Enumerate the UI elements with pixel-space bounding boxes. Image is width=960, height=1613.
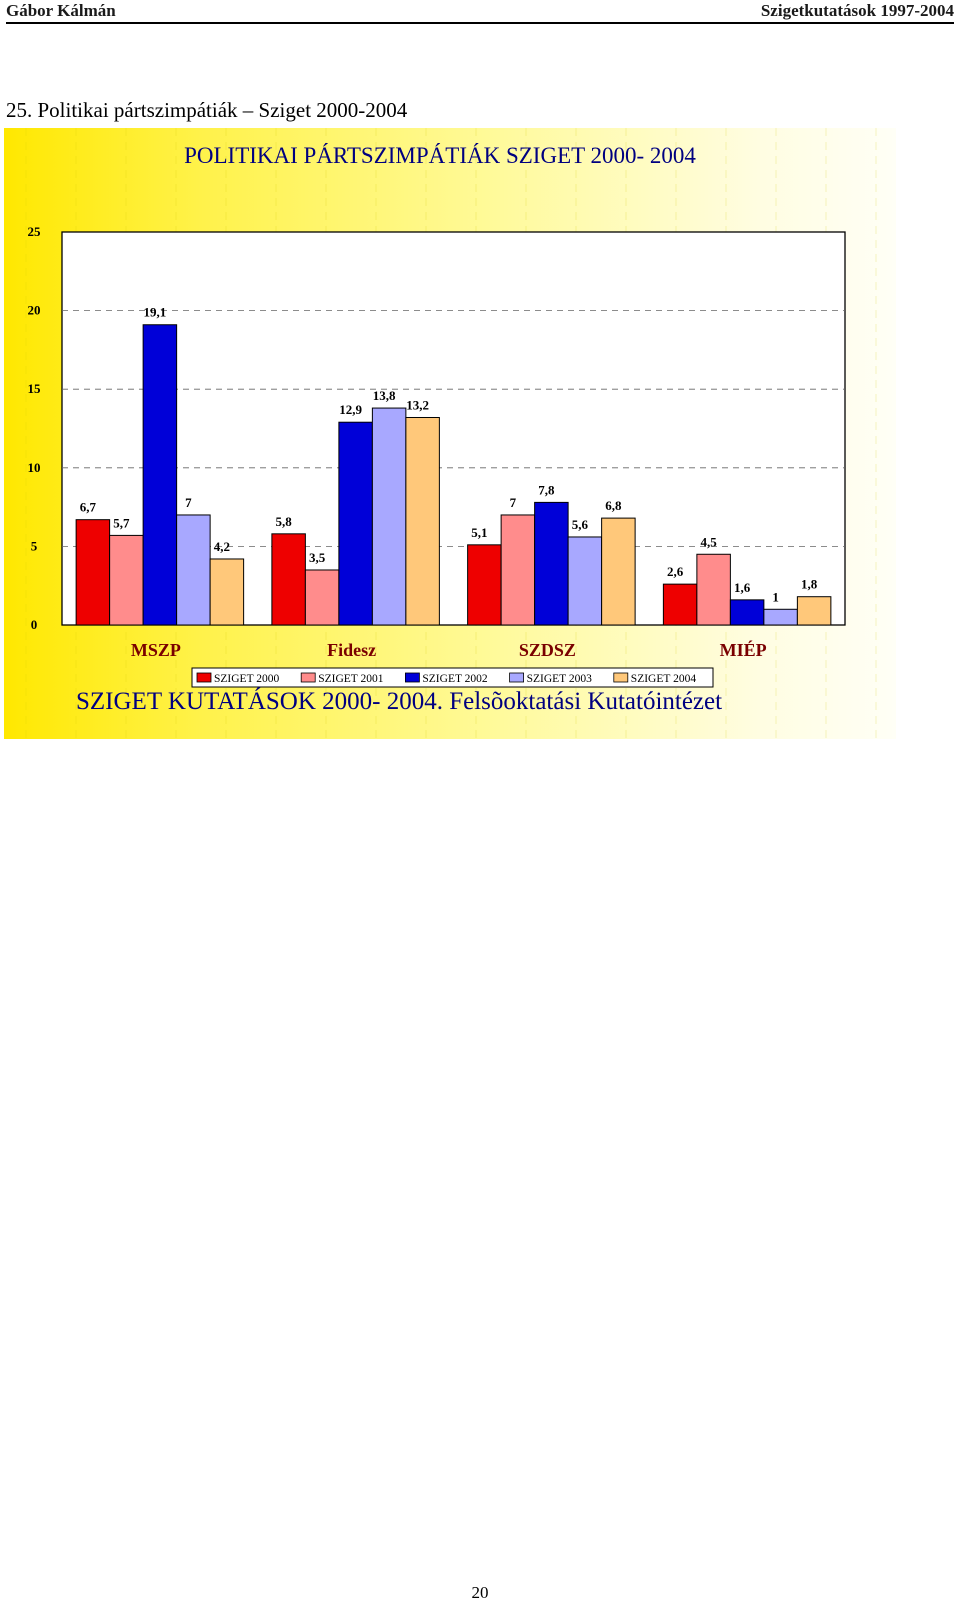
legend-swatch bbox=[300, 672, 316, 683]
bar-miép-1 bbox=[696, 553, 731, 626]
bar-mszp-1 bbox=[109, 534, 144, 626]
bar-szdsz-2 bbox=[534, 501, 569, 626]
chart-footer: SZIGET KUTATÁSOK 2000- 2004. Felsõoktatá… bbox=[76, 687, 722, 715]
category-label: Fidesz bbox=[327, 640, 376, 660]
data-label: 13,2 bbox=[406, 397, 429, 412]
data-label: 6,8 bbox=[605, 498, 622, 513]
data-label: 7 bbox=[185, 495, 192, 510]
section-title: 25. Politikai pártszimpátiák – Sziget 20… bbox=[6, 98, 408, 122]
y-tick-label: 25 bbox=[28, 224, 42, 239]
category-label: MSZP bbox=[131, 640, 181, 660]
data-label: 2,6 bbox=[667, 564, 684, 579]
bar-fidesz-3 bbox=[371, 407, 407, 626]
data-label: 13,8 bbox=[373, 388, 396, 403]
bar-mszp-3 bbox=[176, 514, 211, 626]
legend-swatch bbox=[613, 672, 629, 683]
legend-label: SZIGET 2001 bbox=[318, 673, 384, 685]
y-tick-label: 15 bbox=[28, 381, 42, 396]
data-label: 1,6 bbox=[734, 580, 751, 595]
bar-miép-0 bbox=[662, 583, 698, 626]
bar-fidesz-0 bbox=[271, 533, 306, 626]
data-label: 19,1 bbox=[144, 305, 167, 320]
category-label: SZDSZ bbox=[519, 640, 576, 660]
legend-swatch bbox=[196, 672, 212, 683]
page-header: Gábor Kálmán Szigetkutatások 1997-2004 bbox=[6, 0, 954, 24]
data-label: 5,6 bbox=[572, 517, 589, 532]
bar-szdsz-3 bbox=[567, 536, 603, 626]
bar-miép-2 bbox=[729, 599, 765, 626]
chart-panel: POLITIKAI PÁRTSZIMPÁTIÁK SZIGET 2000- 20… bbox=[4, 128, 896, 739]
legend-label: SZIGET 2003 bbox=[527, 673, 593, 685]
bar-mszp-4 bbox=[209, 558, 245, 626]
header-author: Gábor Kálmán bbox=[6, 1, 116, 20]
bar-szdsz-4 bbox=[601, 517, 636, 626]
bar-fidesz-4 bbox=[405, 416, 440, 626]
y-tick-label: 20 bbox=[28, 303, 41, 318]
legend-label: SZIGET 2002 bbox=[422, 673, 488, 685]
data-label: 5,7 bbox=[113, 515, 130, 530]
bar-fidesz-2 bbox=[338, 421, 373, 626]
bar-fidesz-1 bbox=[304, 569, 340, 626]
bar-mszp-0 bbox=[75, 519, 111, 626]
legend-swatch bbox=[404, 672, 420, 683]
bar-szdsz-1 bbox=[500, 514, 536, 626]
data-label: 5,1 bbox=[471, 525, 487, 540]
y-tick-label: 0 bbox=[31, 617, 38, 632]
y-tick-label: 10 bbox=[28, 460, 41, 475]
data-label: 4,2 bbox=[214, 539, 230, 554]
bar-chart: POLITIKAI PÁRTSZIMPÁTIÁK SZIGET 2000- 20… bbox=[25, 128, 877, 739]
data-label: 6,7 bbox=[80, 500, 97, 515]
y-tick-label: 5 bbox=[31, 538, 38, 553]
legend-label: SZIGET 2004 bbox=[631, 673, 697, 685]
data-label: 3,5 bbox=[309, 550, 326, 565]
bar-miép-3 bbox=[763, 608, 798, 626]
data-label: 4,5 bbox=[701, 534, 718, 549]
chart-title: POLITIKAI PÁRTSZIMPÁTIÁK SZIGET 2000- 20… bbox=[184, 143, 696, 168]
data-label: 12,9 bbox=[339, 402, 362, 417]
bar-szdsz-0 bbox=[467, 544, 502, 626]
category-label: MIÉP bbox=[720, 639, 767, 660]
data-label: 1 bbox=[772, 589, 779, 604]
bar-mszp-2 bbox=[142, 324, 178, 626]
legend-swatch bbox=[509, 672, 525, 683]
legend-label: SZIGET 2000 bbox=[214, 673, 280, 685]
data-label: 7,8 bbox=[538, 482, 555, 497]
legend-box bbox=[191, 667, 714, 688]
data-label: 7 bbox=[510, 495, 517, 510]
data-label: 1,8 bbox=[801, 577, 818, 592]
data-label: 5,8 bbox=[276, 514, 293, 529]
header-series-title: Szigetkutatások 1997-2004 bbox=[760, 1, 954, 20]
bar-miép-4 bbox=[796, 596, 832, 626]
page-number: 20 bbox=[471, 1583, 489, 1602]
